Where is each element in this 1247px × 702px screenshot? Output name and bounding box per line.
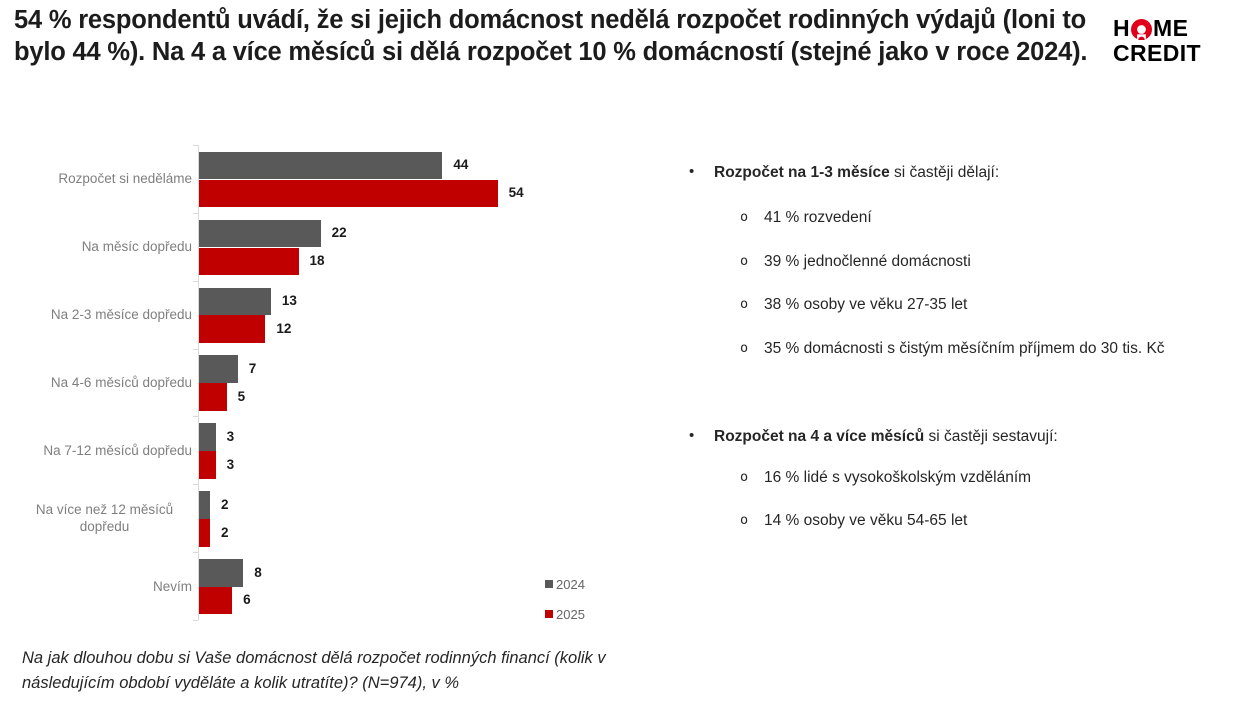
bar-value-label: 44 [453,157,469,173]
logo-line-home: H ME [1113,16,1201,41]
bar-2025-1 [199,179,498,208]
bar-2025-5 [199,451,216,479]
axis-tick-mark [193,145,198,146]
bar-value-label: 3 [226,428,235,444]
bar-value-label: 7 [248,360,257,376]
legend-swatch-2024 [545,580,553,588]
axis-tick-mark [193,552,198,554]
section2-item-2: 14 % osoby ve věku 54-65 let [764,512,968,529]
survey-question-footnote: Na jak dlouhou dobu si Vaše domácnost dě… [22,649,606,692]
logo-line-credit: CREDIT [1113,41,1201,66]
category-axis-label-text: Na měsíc dopředu [81,239,192,255]
logo-text-h: H [1113,15,1131,41]
bar-2024-6 [199,491,211,519]
bar-value-label: 3 [226,456,235,472]
chart-legend: 2024 2025 [545,577,585,637]
bar-value-label: 6 [243,592,251,608]
axis-tick-mark [193,348,198,350]
circle-marker-icon: o [740,512,749,528]
category-axis-line [198,145,199,621]
bar-2025-3 [199,315,266,343]
category-axis-label-text: Na 4-6 měsíců dopředu [50,375,192,390]
bar-value-label: 2 [221,524,229,540]
bar-2024-4 [199,355,238,383]
category-axis-label: Na více než 12 měsíců dopředu [17,484,192,552]
circle-marker-icon: o [740,469,749,485]
bullet-dot-icon: • [689,163,695,180]
bar-2024-1 [199,151,443,180]
logo-text-credit: CREDIT [1113,40,1202,66]
bar-2024-7 [199,559,244,587]
category-axis-label: Rozpočet si neděláme [17,145,192,213]
category-axis-label-text: Na 2-3 měsíce dopředu [50,307,192,323]
category-axis-label: Na 7-12 měsíců dopředu [17,416,192,484]
section2-item-1: 16 % lidé s vysokoškolským vzděláním [764,469,1032,486]
section1-item-1: 41 % rozvedení [764,209,872,226]
bar-value-label: 22 [331,225,347,241]
logo-text-me: ME [1153,15,1189,41]
bar-2025-4 [199,383,227,411]
bar-value-label: 12 [276,320,292,336]
section2-heading-bold: Rozpočet na 4 a více měsíců [714,428,925,445]
category-axis-label-text: Nevím [152,578,192,594]
section2-heading: Rozpočet na 4 a více měsíců si častěji s… [714,427,1058,447]
bar-2025-6 [199,519,211,547]
category-axis-label-text: Na více než 12 měsíců dopředu [35,502,174,535]
axis-tick-mark [193,484,198,486]
section1-item-3: 38 % osoby ve věku 27-35 let [764,296,968,313]
category-axis-label: Na měsíc dopředu [17,213,192,281]
section1-item-4: 35 % domácnosti s čistým měsíčním příjme… [764,340,1165,357]
bar-value-label: 5 [237,388,246,404]
category-axis-label: Na 4-6 měsíců dopředu [17,349,192,417]
home-credit-logo: H ME CREDIT [1113,16,1201,66]
axis-tick-mark [193,620,198,622]
category-axis-label: Nevím [17,552,192,620]
legend-label-2025: 2025 [556,606,585,622]
home-credit-o-icon [1131,19,1153,40]
bar-2025-2 [199,247,299,276]
bar-value-label: 2 [221,496,229,512]
section1-item-2: 39 % jednočlenné domácnosti [764,253,971,270]
bar-value-label: 54 [508,185,524,201]
bar-value-label: 13 [281,293,297,309]
legend-swatch-2025 [545,610,553,618]
bar-2025-7 [199,586,233,615]
category-axis-label-text: Na 7-12 měsíců dopředu [43,442,192,458]
bullet-dot-icon: • [689,427,695,444]
bar-2024-5 [199,423,216,451]
category-axis-label-text: Rozpočet si neděláme [58,171,192,187]
legend-item-2024: 2024 [545,576,585,592]
section2-heading-rest: si častěji sestavují: [924,428,1058,445]
axis-tick-mark [193,416,198,418]
category-axis-label: Na 2-3 měsíce dopředu [17,281,192,349]
bar-value-label: 8 [254,564,262,580]
bar-value-label: 18 [309,253,325,269]
bar-2024-2 [199,219,321,248]
legend-label-2024: 2024 [556,576,585,592]
axis-tick-mark [193,280,198,282]
section1-heading-bold: Rozpočet na 1-3 měsíce [714,164,890,181]
bar-2024-3 [199,287,271,316]
circle-marker-icon: o [740,340,749,356]
section1-heading: Rozpočet na 1-3 měsíce si častěji dělají… [714,163,999,183]
legend-item-2025: 2025 [545,606,585,622]
circle-marker-icon: o [740,253,749,269]
circle-marker-icon: o [740,209,749,225]
slide-title: 54 % respondentů uvádí, že si jejich dom… [14,6,1088,66]
section1-heading-rest: si častěji dělají: [889,164,1000,181]
axis-tick-mark [193,212,198,214]
circle-marker-icon: o [740,296,749,312]
